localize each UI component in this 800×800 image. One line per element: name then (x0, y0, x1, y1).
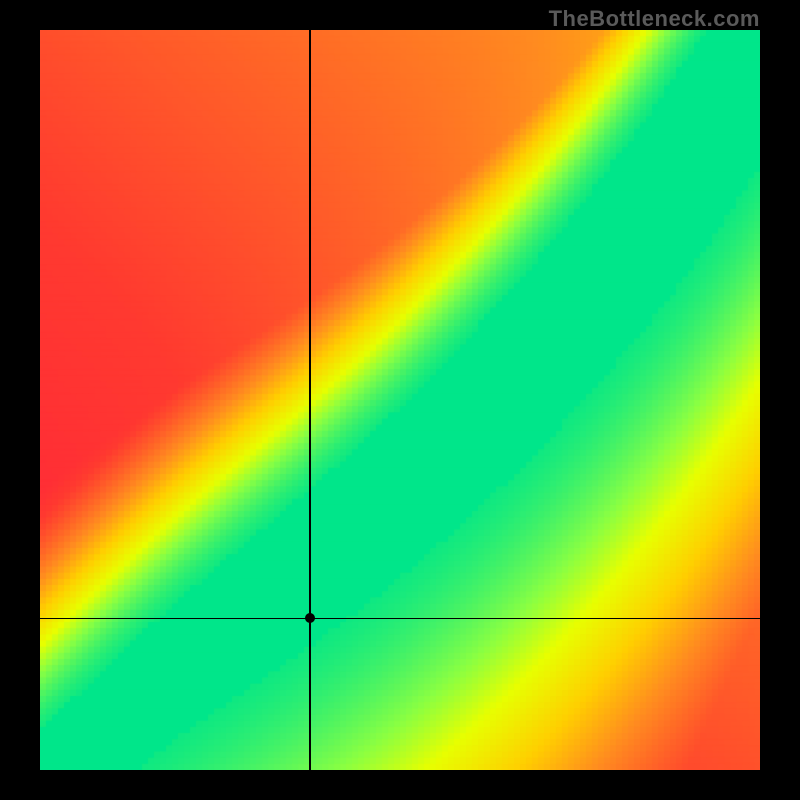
crosshair-vertical (309, 30, 310, 770)
bottleneck-heatmap (40, 30, 760, 770)
watermark-text: TheBottleneck.com (549, 6, 760, 32)
crosshair-horizontal (40, 618, 760, 619)
page-container: TheBottleneck.com (0, 0, 800, 800)
